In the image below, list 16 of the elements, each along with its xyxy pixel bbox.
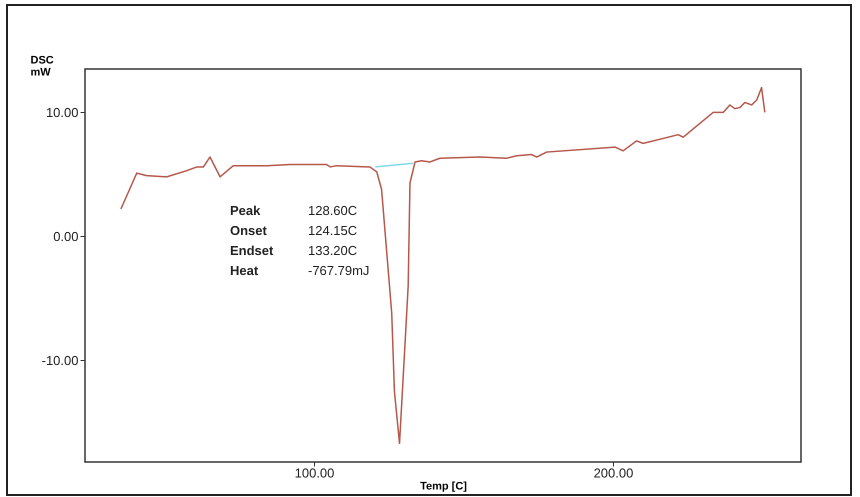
y-tick-label: 10.00 (46, 104, 78, 120)
annotation: Endset (230, 243, 274, 258)
annotation: 128.60C (308, 203, 358, 218)
annotation: -767.79mJ (308, 263, 370, 278)
annotation: Onset (230, 223, 268, 238)
x-tick-label: 200.00 (594, 466, 634, 480)
annotation: 133.20C (308, 243, 358, 258)
x-axis-title: Temp [C] (420, 480, 468, 492)
y-tick-label: 0.00 (53, 228, 78, 244)
annotation: 124.15C (308, 223, 358, 238)
x-tick-label: 100.00 (294, 466, 334, 480)
annotation: Peak (230, 203, 262, 218)
y-tick-label: -10.00 (42, 352, 78, 368)
annotation: Heat (230, 263, 259, 278)
line-series (120, 86, 766, 444)
y-axis-title: DSC mW (30, 54, 54, 78)
